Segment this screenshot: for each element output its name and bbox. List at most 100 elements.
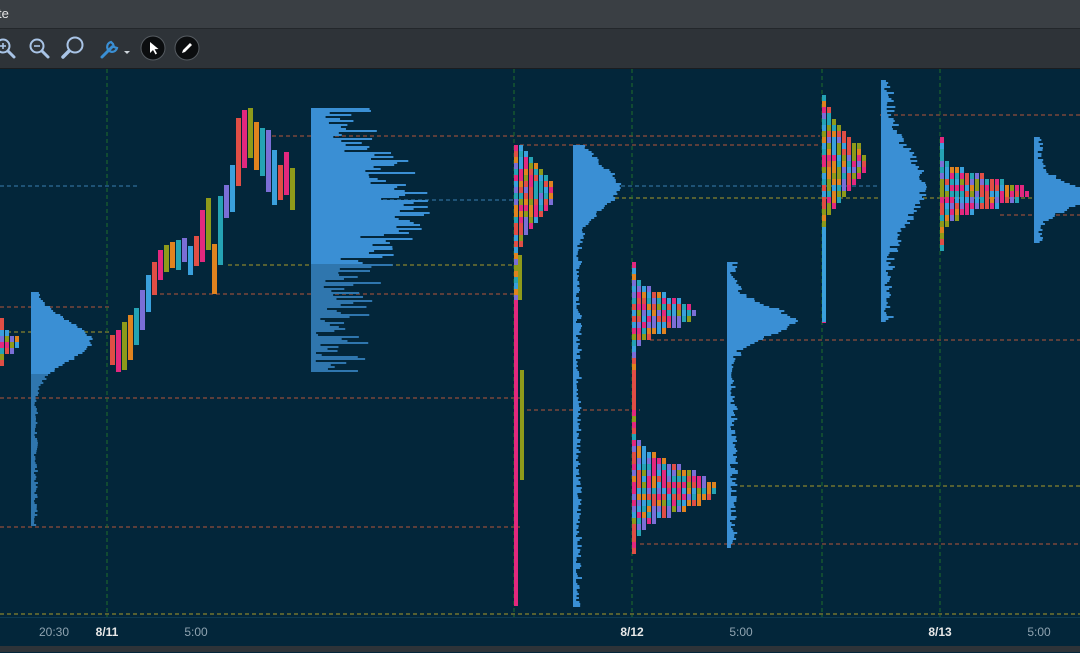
tools-dropdown-button[interactable]	[98, 35, 132, 61]
tpo-block	[677, 506, 681, 512]
volume-bar	[573, 237, 584, 239]
volume-bar	[31, 452, 37, 454]
volume-bar	[31, 448, 37, 450]
volume-bar	[31, 474, 36, 476]
volume-bar	[311, 198, 382, 200]
volume-bar	[881, 174, 920, 176]
tpo-block	[637, 322, 641, 328]
volume-bar	[311, 260, 359, 262]
tpo-block	[945, 179, 949, 185]
tpo-block	[632, 530, 636, 536]
volume-bar	[573, 311, 579, 313]
volume-bar	[573, 183, 622, 185]
tpo-block	[632, 452, 636, 458]
volume-bar	[881, 122, 894, 124]
volume-bar	[881, 134, 902, 136]
volume-bar	[31, 510, 38, 512]
volume-bar	[881, 144, 907, 146]
volume-bar	[727, 456, 737, 458]
tpo-block	[960, 179, 964, 185]
tpo-block	[534, 187, 538, 193]
volume-bar	[311, 118, 341, 120]
volume-bar	[727, 376, 732, 378]
volume-bar	[727, 296, 747, 298]
volume-bar	[1034, 217, 1053, 219]
volume-bar	[881, 138, 904, 140]
tpo-block	[827, 149, 831, 155]
tpo-block	[524, 151, 528, 157]
price-bar	[236, 118, 241, 186]
tpo-block	[647, 494, 651, 500]
tpo-block	[822, 161, 826, 167]
tpo-block	[539, 175, 543, 181]
tpo-block	[960, 203, 964, 209]
volume-bar	[1034, 137, 1040, 139]
volume-bar	[311, 120, 354, 122]
volume-bar	[573, 319, 578, 321]
volume-bar	[1034, 201, 1080, 203]
pointer-tool-button[interactable]	[140, 35, 166, 61]
volume-bar	[31, 300, 43, 302]
volume-bar	[311, 280, 326, 282]
volume-bar	[573, 585, 580, 587]
tpo-block	[637, 458, 641, 464]
volume-bar	[727, 478, 737, 480]
volume-bar	[727, 522, 732, 524]
volume-bar	[573, 523, 577, 525]
tpo-block	[642, 304, 646, 310]
zoom-out-button[interactable]	[26, 35, 52, 61]
volume-bar	[573, 475, 577, 477]
volume-bar	[31, 322, 72, 324]
tpo-block	[990, 197, 994, 203]
volume-bar	[573, 297, 579, 299]
zoom-in-button[interactable]	[0, 35, 18, 61]
volume-bar	[311, 212, 430, 214]
volume-bar	[311, 278, 344, 280]
tpo-block	[632, 440, 636, 446]
volume-bar	[881, 206, 921, 208]
draw-tool-button[interactable]	[174, 35, 200, 61]
volume-bar	[881, 288, 890, 290]
tpo-block	[657, 298, 661, 304]
tpo-block	[682, 476, 686, 482]
volume-bar	[727, 316, 791, 318]
tpo-block	[647, 488, 651, 494]
tpo-block	[827, 179, 831, 185]
tpo-block	[687, 304, 691, 310]
tpo-block	[642, 494, 646, 500]
volume-bar	[311, 236, 361, 238]
volume-bar	[573, 517, 580, 519]
tpo-block	[692, 476, 696, 482]
zoom-fit-button[interactable]	[60, 35, 86, 61]
volume-bar	[311, 226, 397, 228]
chart-canvas[interactable]	[0, 69, 1080, 617]
volume-bar	[31, 292, 39, 294]
volume-bar	[1034, 145, 1040, 147]
tpo-block	[950, 185, 954, 191]
tpo-block	[637, 452, 641, 458]
volume-bar	[31, 504, 37, 506]
volume-bar	[573, 227, 583, 229]
volume-bar	[31, 464, 37, 466]
volume-bar	[573, 461, 579, 463]
volume-bar	[881, 116, 889, 118]
price-bar	[176, 240, 181, 270]
volume-bar	[573, 145, 586, 147]
volume-bar	[31, 416, 36, 418]
volume-bar	[311, 242, 390, 244]
volume-bar	[573, 549, 581, 551]
market-profile-chart[interactable]	[0, 69, 1080, 617]
pencil-draw-icon	[174, 35, 200, 61]
volume-bar	[573, 499, 582, 501]
volume-bar	[573, 313, 581, 315]
volume-bar	[1034, 181, 1065, 183]
volume-bar	[573, 561, 577, 563]
tpo-block	[657, 482, 661, 488]
volume-bar	[573, 559, 577, 561]
tpo-block	[662, 316, 666, 322]
tpo-block	[642, 524, 646, 530]
volume-bar	[1034, 151, 1038, 153]
volume-bar	[311, 110, 371, 112]
volume-bar	[573, 265, 580, 267]
volume-bar	[1034, 167, 1044, 169]
